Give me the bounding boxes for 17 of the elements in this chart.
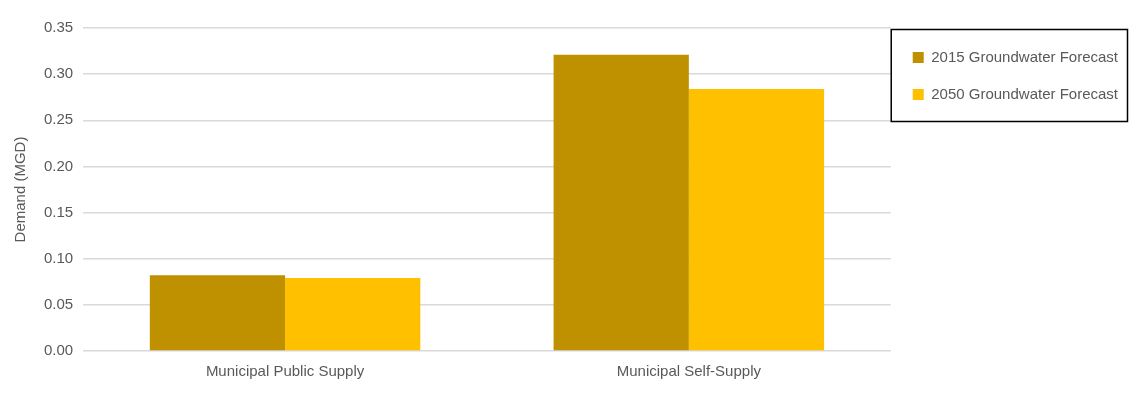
y-tick-label: 0.30 xyxy=(43,64,74,82)
bar xyxy=(285,278,421,351)
legend-label: 2015 Groundwater Forecast xyxy=(931,47,1119,65)
y-tick-label: 0.20 xyxy=(43,156,74,174)
y-tick-label: 0.00 xyxy=(43,341,74,359)
bar xyxy=(688,88,825,351)
legend-label: 2050 Groundwater Forecast xyxy=(931,84,1119,102)
x-tick-label: Municipal Public Supply xyxy=(205,362,365,380)
y-tick-label: 0.05 xyxy=(43,295,74,312)
y-axis-title: Demand (MGD) xyxy=(11,136,29,243)
y-tick-label: 0.15 xyxy=(43,202,74,220)
x-tick-label: Municipal Self-Supply xyxy=(616,362,762,380)
bar xyxy=(553,54,689,351)
y-tick-label: 0.25 xyxy=(43,110,74,128)
y-tick-label: 0.10 xyxy=(43,248,74,266)
y-tick-label: 0.35 xyxy=(43,18,74,36)
bar xyxy=(149,275,286,351)
